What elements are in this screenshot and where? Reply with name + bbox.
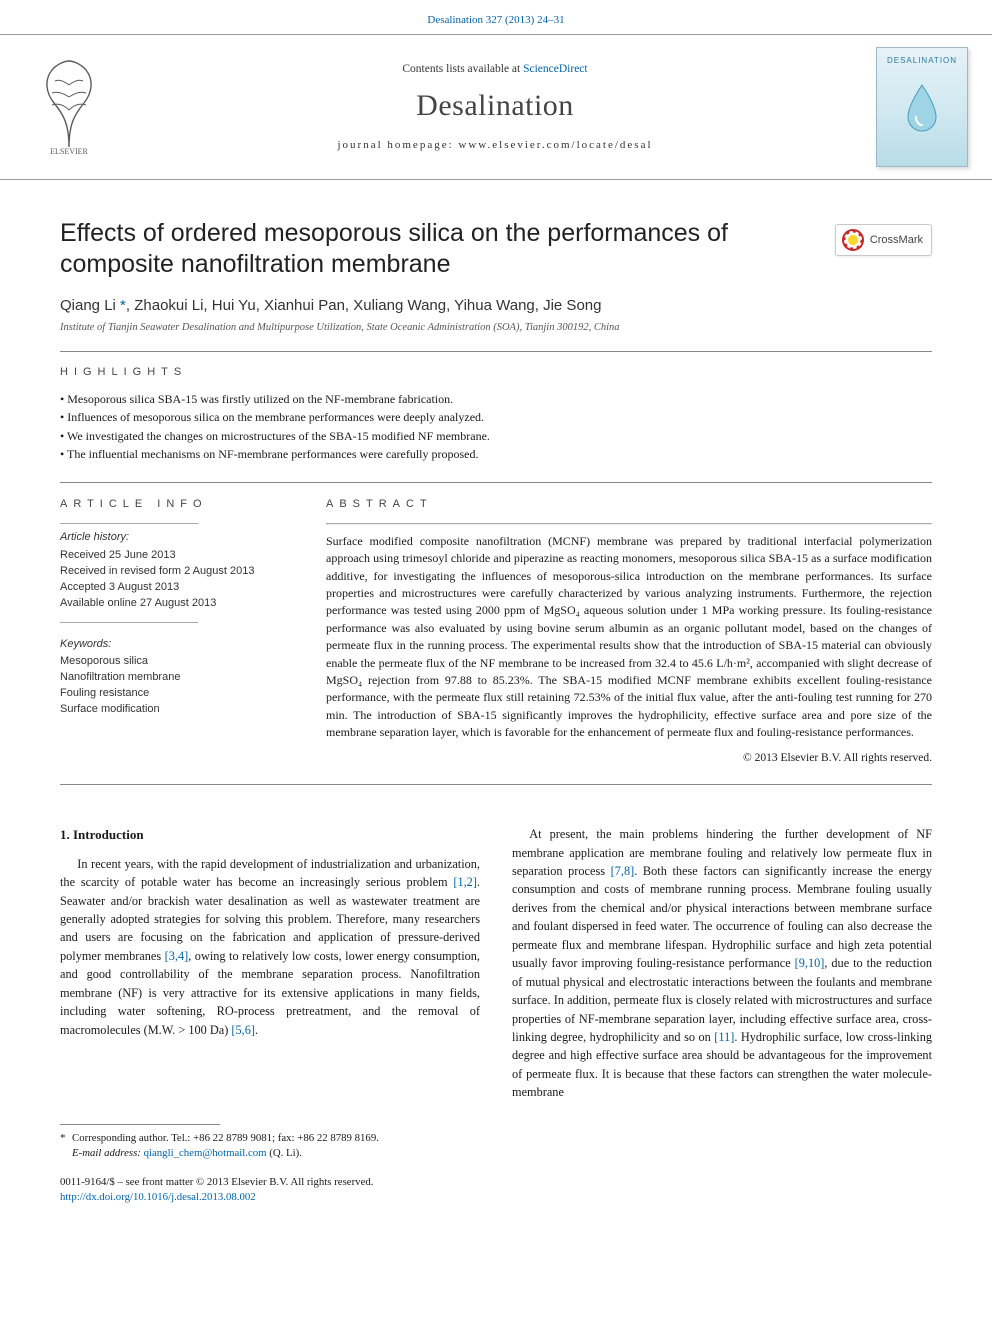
journal-homepage-line: journal homepage: www.elsevier.com/locat…: [134, 139, 856, 151]
corresponding-author-footnote: *Corresponding author. Tel.: +86 22 8789…: [0, 1102, 476, 1161]
keyword-item: Fouling resistance: [60, 686, 290, 702]
highlight-item: The influential mechanisms on NF-membran…: [60, 445, 932, 464]
citation-ref[interactable]: [11]: [714, 1030, 734, 1044]
cover-title: DESALINATION: [887, 56, 957, 65]
crossmark-label: CrossMark: [870, 234, 923, 246]
article-title: Effects of ordered mesoporous silica on …: [60, 218, 815, 281]
keyword-item: Nanofiltration membrane: [60, 670, 290, 686]
author-1: Qiang Li: [60, 297, 120, 314]
journal-cover-thumb: DESALINATION: [876, 47, 968, 167]
homepage-url[interactable]: www.elsevier.com/locate/desal: [458, 139, 652, 151]
abstract-copyright: © 2013 Elsevier B.V. All rights reserved…: [326, 750, 932, 767]
history-item: Received in revised form 2 August 2013: [60, 564, 290, 580]
history-item: Received 25 June 2013: [60, 548, 290, 564]
body-paragraph: At present, the main problems hindering …: [512, 825, 932, 1102]
article-body: 1. Introduction In recent years, with th…: [0, 785, 992, 1102]
highlights-label: HIGHLIGHTS: [0, 352, 992, 378]
highlight-item: We investigated the changes on microstru…: [60, 427, 932, 446]
highlight-item: Mesoporous silica SBA-15 was firstly uti…: [60, 390, 932, 409]
journal-title: Desalination: [134, 89, 856, 123]
contents-prefix: Contents lists available at: [402, 63, 523, 75]
footnote-rule: [60, 1124, 220, 1125]
highlights-list: Mesoporous silica SBA-15 was firstly uti…: [0, 378, 992, 464]
email-label: E-mail address:: [72, 1147, 144, 1159]
citation-ref[interactable]: [1,2]: [453, 875, 477, 889]
article-history-head: Article history:: [60, 530, 290, 546]
crossmark-icon: [842, 229, 864, 251]
keyword-item: Mesoporous silica: [60, 654, 290, 670]
water-drop-icon: [902, 83, 942, 135]
mini-rule: [60, 523, 198, 524]
footnote-author-paren: (Q. Li).: [267, 1147, 302, 1159]
author-line: Qiang Li *, Zhaokui Li, Hui Yu, Xianhui …: [0, 281, 992, 314]
mini-rule: [326, 523, 932, 525]
authors-rest: , Zhaokui Li, Hui Yu, Xianhui Pan, Xulia…: [126, 297, 602, 314]
article-info-label: ARTICLE INFO: [60, 497, 290, 513]
abstract-column: ABSTRACT Surface modified composite nano…: [326, 497, 932, 766]
affiliation: Institute of Tianjin Seawater Desalinati…: [0, 314, 992, 333]
keywords-head: Keywords:: [60, 637, 290, 653]
issn-copyright: 0011-9164/$ – see front matter © 2013 El…: [60, 1175, 932, 1190]
corresponding-email-link[interactable]: qiangli_chem@hotmail.com: [144, 1147, 267, 1159]
history-item: Accepted 3 August 2013: [60, 580, 290, 596]
citation-ref[interactable]: [3,4]: [165, 949, 189, 963]
front-matter-meta: 0011-9164/$ – see front matter © 2013 El…: [0, 1161, 992, 1229]
body-paragraph: In recent years, with the rapid developm…: [60, 855, 480, 1039]
article-info-column: ARTICLE INFO Article history: Received 2…: [60, 497, 290, 766]
elsevier-logo: ELSEVIER: [24, 55, 114, 159]
footnote-marker: *: [60, 1131, 72, 1146]
highlight-item: Influences of mesoporous silica on the m…: [60, 408, 932, 427]
contents-lists-line: Contents lists available at ScienceDirec…: [134, 63, 856, 75]
crossmark-badge[interactable]: CrossMark: [835, 224, 932, 256]
abstract-text: Surface modified composite nanofiltratio…: [326, 533, 932, 742]
footnote-text: Corresponding author. Tel.: +86 22 8789 …: [72, 1132, 379, 1144]
doi-link[interactable]: http://dx.doi.org/10.1016/j.desal.2013.0…: [60, 1191, 256, 1203]
keyword-item: Surface modification: [60, 702, 290, 718]
citation-ref[interactable]: [7,8]: [611, 864, 635, 878]
journal-masthead: ELSEVIER Contents lists available at Sci…: [0, 34, 992, 180]
citation-ref[interactable]: [5,6]: [231, 1023, 255, 1037]
elsevier-tree-icon: ELSEVIER: [24, 55, 114, 155]
abstract-label: ABSTRACT: [326, 497, 932, 513]
mini-rule: [60, 622, 198, 623]
running-citation-link[interactable]: Desalination 327 (2013) 24–31: [427, 14, 564, 26]
citation-ref[interactable]: [9,10]: [795, 956, 825, 970]
running-citation: Desalination 327 (2013) 24–31: [0, 0, 992, 34]
sciencedirect-link[interactable]: ScienceDirect: [523, 63, 588, 75]
section-heading: 1. Introduction: [60, 825, 480, 845]
homepage-prefix: journal homepage:: [337, 139, 458, 151]
history-item: Available online 27 August 2013: [60, 596, 290, 612]
svg-text:ELSEVIER: ELSEVIER: [50, 147, 88, 155]
